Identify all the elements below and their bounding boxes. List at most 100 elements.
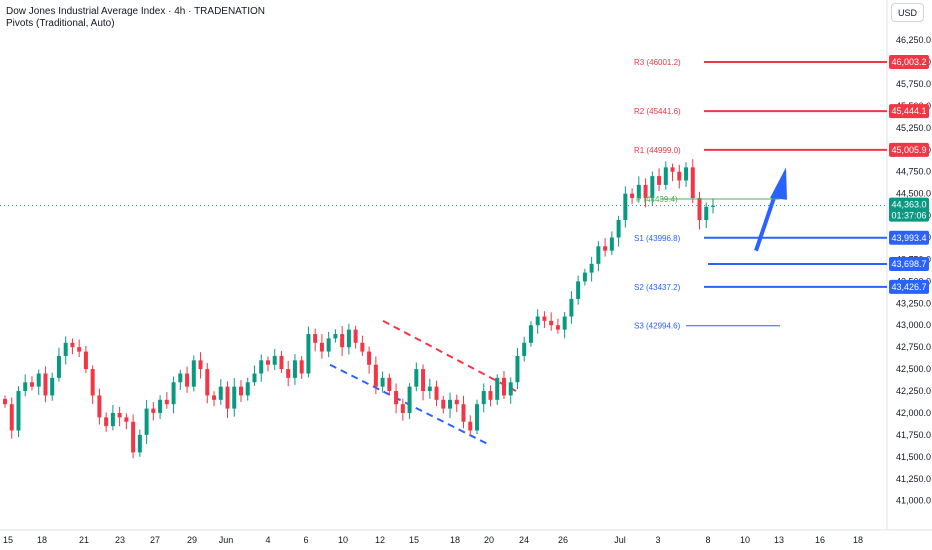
candle-body <box>461 404 466 422</box>
candle-body <box>454 399 459 405</box>
candle-body <box>3 398 7 405</box>
candle-body <box>643 184 648 199</box>
candle-body <box>650 176 655 199</box>
x-tick-label: 24 <box>519 535 529 545</box>
candle-body <box>9 404 14 431</box>
pivot-price-tag <box>889 230 929 245</box>
y-tick-label: 41,500.0 <box>896 452 931 462</box>
bullish-arrow-head[interactable] <box>770 167 787 200</box>
candle-body <box>407 386 412 413</box>
candle-body <box>124 417 129 422</box>
candle-body <box>475 404 479 431</box>
candle-body <box>616 219 621 238</box>
candle-body <box>131 421 136 453</box>
candle-body <box>191 360 196 387</box>
x-tick-label: 10 <box>740 535 750 545</box>
candle-body <box>70 342 75 348</box>
candle-body <box>515 355 520 383</box>
candle-body <box>319 342 324 352</box>
bullish-arrow-shaft[interactable] <box>754 191 778 252</box>
x-tick-label: 29 <box>187 535 197 545</box>
support-price-tag-text: 43,698.7 <box>891 259 926 269</box>
pivot-price-tag <box>889 104 929 119</box>
pivot-price-tag-text: 45,444.1 <box>891 106 926 116</box>
candle-body <box>50 377 55 396</box>
candle-body <box>83 351 88 370</box>
candle-body <box>495 377 500 400</box>
candle-body <box>441 399 446 409</box>
candle-body <box>414 369 419 387</box>
candle-body <box>279 355 284 370</box>
x-tick-label: Jun <box>219 535 234 545</box>
candle-body <box>488 391 493 400</box>
candle-body <box>501 377 506 396</box>
candle-body <box>603 246 608 251</box>
y-tick-label: 43,250.0 <box>896 298 931 308</box>
currency-button[interactable]: USD <box>891 3 924 22</box>
pivot-label-s1: S1 (43996.8) <box>634 234 681 243</box>
x-tick-label: 12 <box>375 535 385 545</box>
x-tick-label: 8 <box>705 535 710 545</box>
candle-body <box>555 325 560 330</box>
candle-body <box>448 399 453 409</box>
y-tick-label: 41,750.0 <box>896 430 931 440</box>
candle-body <box>373 364 378 387</box>
y-tick-label: 41,000.0 <box>896 496 931 506</box>
candle-body <box>77 347 82 352</box>
candle-body <box>23 382 28 392</box>
pivot-label-r1: R1 (44999.0) <box>634 146 681 155</box>
candle-body <box>468 421 473 431</box>
x-tick-label: 18 <box>450 535 460 545</box>
candle-body <box>110 412 115 427</box>
candle-body <box>158 399 163 413</box>
candle-body <box>684 167 689 181</box>
x-tick-label: 27 <box>150 535 160 545</box>
candle-body <box>596 246 601 264</box>
pivot-price-tag <box>889 142 929 157</box>
pivot-label-s2: S2 (43437.2) <box>634 283 681 292</box>
candle-body <box>576 281 581 299</box>
candle-body <box>427 386 432 392</box>
chart-title: Dow Jones Industrial Average Index · 4h … <box>6 6 265 17</box>
candle-body <box>137 434 142 453</box>
candle-body <box>657 176 662 185</box>
candle-body <box>697 198 702 220</box>
candle-body <box>690 167 695 199</box>
pivot-price-tag-text: 43,993.4 <box>891 233 926 243</box>
pivot-label-p: P (44439.4) <box>636 195 678 204</box>
y-tick-label: 42,750.0 <box>896 342 931 352</box>
candle-body <box>151 408 156 413</box>
pivot-label-r3: R3 (46001.2) <box>634 58 681 67</box>
candle-body <box>56 355 61 378</box>
candle-body <box>104 417 109 427</box>
y-tick-label: 43,000.0 <box>896 320 931 330</box>
candle-body <box>232 386 237 409</box>
x-tick-label: 18 <box>853 535 863 545</box>
candle-body <box>286 369 291 378</box>
candle-body <box>212 395 217 400</box>
candle-body <box>117 412 122 418</box>
y-tick-label: 46,250.0 <box>896 35 931 45</box>
candle-body <box>178 373 183 383</box>
candle-body <box>90 369 95 396</box>
candle-body <box>400 404 405 413</box>
candle-body <box>63 342 68 356</box>
y-tick-label: 41,250.0 <box>896 474 931 484</box>
candle-body <box>225 386 230 409</box>
candle-body <box>259 360 264 374</box>
indicator-label[interactable]: Pivots (Traditional, Auto) <box>6 18 115 29</box>
x-tick-label: 16 <box>815 535 825 545</box>
y-tick-label: 45,750.0 <box>896 79 931 89</box>
channel-upper-line[interactable] <box>382 319 517 392</box>
candle-body <box>272 355 277 365</box>
candle-body <box>434 386 439 400</box>
candle-body <box>623 193 628 220</box>
x-tick-label: 20 <box>484 535 494 545</box>
candle-body <box>29 382 34 387</box>
y-tick-label: 42,250.0 <box>896 386 931 396</box>
candle-body <box>252 373 257 383</box>
candle-body <box>394 391 399 405</box>
candle-body <box>292 360 297 378</box>
candle-body <box>367 351 372 365</box>
